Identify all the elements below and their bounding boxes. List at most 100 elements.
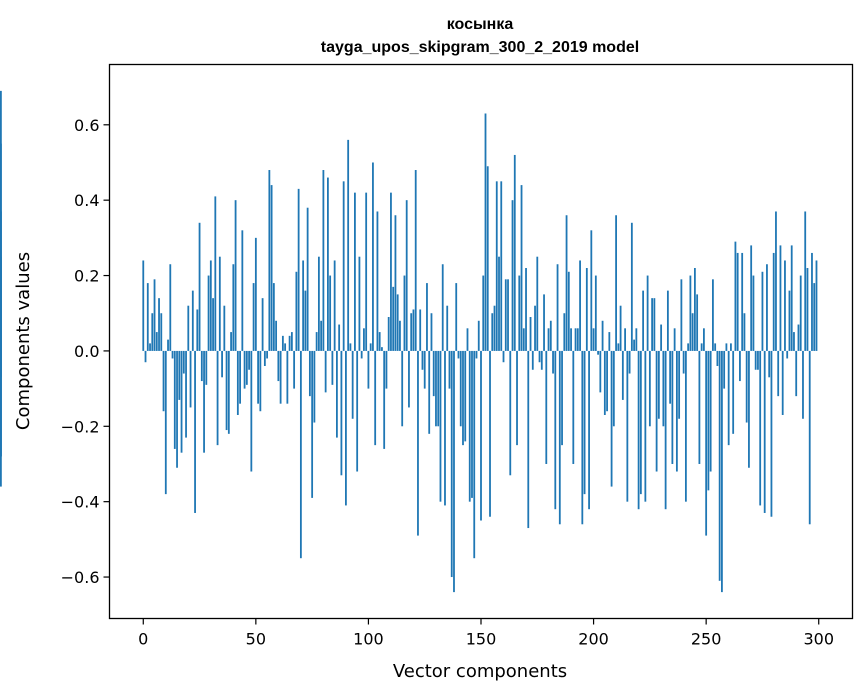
- bar: [432, 350, 435, 397]
- bar: [396, 294, 399, 351]
- bar: [320, 320, 323, 351]
- bar: [221, 350, 223, 378]
- bar: [511, 200, 514, 351]
- bar: [230, 332, 232, 351]
- bar: [356, 350, 359, 472]
- bar: [727, 350, 730, 446]
- bar: [457, 350, 460, 359]
- bar: [340, 350, 343, 476]
- bar: [261, 298, 264, 351]
- bar: [570, 328, 572, 351]
- bar: [218, 256, 221, 351]
- bar: [308, 350, 311, 397]
- bar: [781, 350, 784, 415]
- bar: [0, 90, 2, 351]
- bar: [549, 320, 552, 351]
- bar: [608, 332, 611, 351]
- bar: [545, 350, 548, 464]
- bar: [270, 185, 273, 351]
- bar: [653, 298, 656, 351]
- bar: [484, 113, 487, 351]
- bar: [403, 275, 406, 351]
- bar: [315, 332, 318, 351]
- chart-title-line2: tayga_upos_skipgram_300_2_2019 model: [321, 39, 639, 56]
- bar: [302, 260, 305, 351]
- plot-frame: [108, 63, 854, 620]
- bar: [480, 350, 482, 521]
- bar: [189, 350, 192, 408]
- bar: [401, 350, 404, 427]
- bar: [198, 222, 201, 351]
- bar: [254, 237, 257, 351]
- bar: [644, 350, 647, 502]
- bar: [410, 313, 413, 351]
- bar: [466, 328, 469, 351]
- bar: [797, 324, 800, 351]
- bar: [630, 222, 633, 351]
- bar: [594, 275, 597, 351]
- bar: [462, 350, 464, 446]
- bar: [297, 188, 300, 351]
- bar: [646, 275, 649, 351]
- bar: [504, 279, 507, 351]
- bar: [209, 260, 212, 351]
- bar: [419, 309, 422, 351]
- bar: [288, 335, 291, 351]
- bar: [635, 328, 638, 351]
- bar: [804, 211, 807, 351]
- x-tick-label: 300: [803, 630, 834, 649]
- bar: [381, 347, 383, 351]
- bar: [543, 294, 545, 351]
- bar: [155, 332, 158, 351]
- bar: [815, 260, 818, 351]
- bar: [603, 350, 606, 415]
- bar: [207, 275, 210, 351]
- bar: [518, 275, 521, 351]
- bar: [162, 350, 165, 412]
- bar: [547, 328, 550, 351]
- chart-title-line1: косынка: [447, 16, 514, 33]
- bar: [284, 343, 287, 351]
- bar: [342, 181, 345, 351]
- bar: [453, 350, 455, 593]
- bar: [786, 350, 789, 359]
- bar: [0, 350, 2, 457]
- bar: [723, 350, 726, 389]
- bar: [187, 305, 190, 351]
- bar: [182, 350, 185, 374]
- bar: [200, 350, 203, 382]
- bar: [437, 350, 440, 427]
- bar: [552, 350, 554, 374]
- bar: [317, 256, 320, 351]
- bar: [486, 166, 489, 351]
- bar: [227, 350, 230, 434]
- bar: [383, 350, 386, 449]
- bar: [277, 350, 280, 382]
- bar: [664, 350, 667, 510]
- bar: [772, 252, 775, 351]
- bar: [149, 343, 151, 351]
- bar: [675, 350, 678, 472]
- bar: [617, 343, 620, 351]
- bar: [799, 275, 802, 351]
- bar: [306, 207, 309, 351]
- bar: [399, 320, 401, 351]
- bar: [279, 350, 282, 404]
- bar: [651, 298, 654, 351]
- bar: [777, 350, 780, 397]
- bar: [509, 350, 512, 476]
- bar: [257, 350, 259, 404]
- bar: [405, 200, 408, 351]
- bar: [223, 305, 226, 351]
- bar: [540, 350, 543, 370]
- bar: [567, 271, 570, 351]
- bar: [637, 350, 640, 510]
- bar: [495, 181, 498, 351]
- y-axis-ticks: −0.6 −0.4 −0.2 0.0 0.2 0.4 0.6: [61, 116, 110, 587]
- bar: [275, 320, 278, 351]
- bar: [795, 350, 798, 397]
- bar: [657, 350, 660, 419]
- bar: [493, 305, 496, 351]
- x-tick-label: 0: [138, 630, 148, 649]
- bar: [293, 350, 296, 389]
